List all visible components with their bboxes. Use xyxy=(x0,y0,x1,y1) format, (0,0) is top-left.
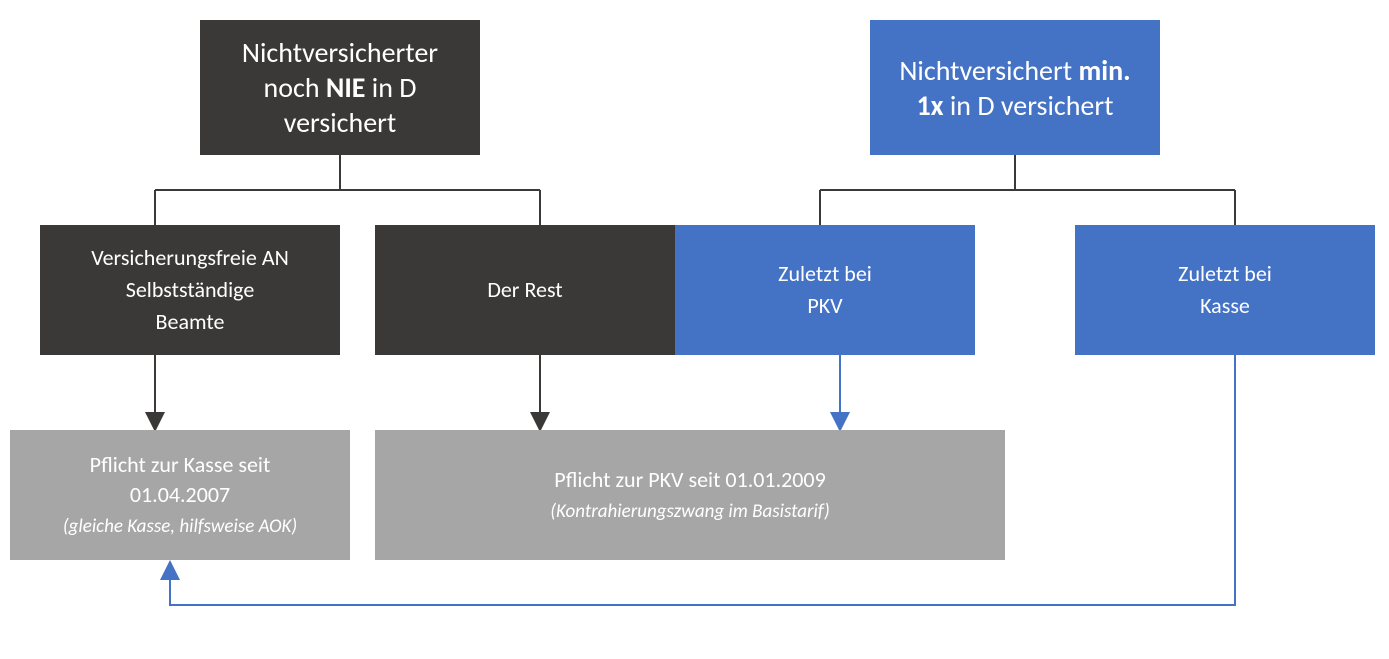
mid1-l1: Versicherungsfreie AN xyxy=(91,242,289,274)
mid4-l1: Zuletzt bei xyxy=(1178,258,1272,290)
node-mid-1: Versicherungsfreie AN Selbstständige Bea… xyxy=(40,225,340,355)
node-bottom-left: Pflicht zur Kasse seit 01.04.2007 (gleic… xyxy=(10,430,350,560)
mid3-l2: PKV xyxy=(807,290,842,322)
top-left-line2-post: in D xyxy=(365,70,416,105)
top-right-line2-bold: 1x xyxy=(916,88,943,123)
mid4-l2: Kasse xyxy=(1200,290,1250,322)
botleft-l2: 01.04.2007 xyxy=(130,480,230,510)
top-left-line2-pre: noch xyxy=(264,70,326,105)
node-mid-3: Zuletzt bei PKV xyxy=(675,225,975,355)
edge-topleft-fork xyxy=(155,155,540,225)
top-left-line2: noch NIE in D xyxy=(264,70,417,105)
botleft-sub: (gleiche Kasse, hilfsweise AOK) xyxy=(63,514,297,540)
botleft-l1: Pflicht zur Kasse seit xyxy=(90,450,271,480)
edge-topright-fork xyxy=(820,155,1235,225)
botright-sub: (Kontrahierungszwang im Basistarif) xyxy=(550,499,830,525)
top-right-line1-pre: Nichtversichert xyxy=(899,53,1078,88)
mid3-l1: Zuletzt bei xyxy=(778,258,872,290)
top-left-line1: Nichtversicherter xyxy=(242,35,438,70)
top-right-line2-post: in D versichert xyxy=(944,88,1114,123)
node-top-left: Nichtversicherter noch NIE in D versiche… xyxy=(200,20,480,155)
top-right-line1-bold: min. xyxy=(1078,53,1130,88)
node-bottom-right: Pflicht zur PKV seit 01.01.2009 (Kontrah… xyxy=(375,430,1005,560)
mid1-l2: Selbstständige xyxy=(126,274,255,306)
top-right-line1: Nichtversichert min. xyxy=(899,53,1130,88)
top-left-line3: versichert xyxy=(284,105,397,140)
top-right-line2: 1x in D versichert xyxy=(916,88,1113,123)
mid1-l3: Beamte xyxy=(156,306,225,338)
top-left-line2-bold: NIE xyxy=(326,70,366,105)
botright-l1: Pflicht zur PKV seit 01.01.2009 xyxy=(554,465,825,495)
node-top-right: Nichtversichert min. 1x in D versichert xyxy=(870,20,1160,155)
mid2-l1: Der Rest xyxy=(487,274,562,306)
node-mid-4: Zuletzt bei Kasse xyxy=(1075,225,1375,355)
node-mid-2: Der Rest xyxy=(375,225,675,355)
